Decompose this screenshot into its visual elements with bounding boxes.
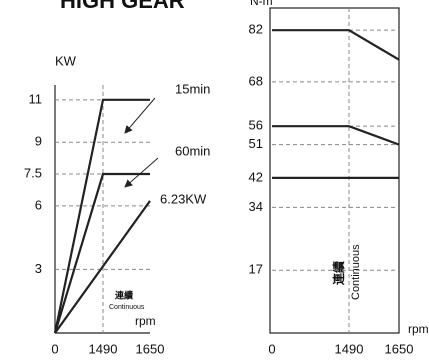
- x-tick-label: 0: [268, 341, 275, 356]
- line-series: [272, 125, 400, 146]
- x-tick-label: 1490: [89, 341, 118, 356]
- series-label: 15min: [175, 81, 210, 96]
- x-tick-label: 1650: [136, 341, 165, 356]
- y-tick-label: 6: [35, 197, 42, 212]
- y-tick-label: 11: [29, 91, 43, 106]
- x-tick-label: 1490: [335, 341, 364, 356]
- annotation: 連續: [115, 289, 133, 300]
- arrow: [124, 157, 159, 188]
- annotation-sub: Continuous: [350, 244, 362, 300]
- annotation: 連續: [331, 261, 346, 285]
- x-tick-label: 0: [51, 341, 58, 356]
- y-tick-label: 68: [249, 73, 263, 88]
- y-tick-label: 82: [249, 22, 263, 37]
- series-label: 60min: [175, 143, 210, 158]
- y-tick-label: 42: [249, 169, 263, 184]
- y-tick-label: 34: [249, 199, 263, 214]
- x-axis-label: rpm: [135, 314, 156, 328]
- line-series: [54, 200, 151, 334]
- plot-frame: [269, 7, 400, 334]
- y-axis-label: N-m: [250, 0, 273, 8]
- y-tick-label: 9: [35, 134, 42, 149]
- line-series: [272, 29, 400, 61]
- line-series: [53, 172, 150, 334]
- arrow: [124, 97, 156, 134]
- y-axis-label: KW: [55, 53, 77, 68]
- x-tick-label: 1650: [385, 341, 414, 356]
- y-tick-label: 51: [249, 136, 263, 151]
- y-tick-label: 17: [249, 262, 263, 277]
- y-tick-label: 7.5: [24, 165, 42, 180]
- chart-title: HIGH GEAR: [60, 0, 185, 13]
- y-tick-label: 3: [35, 261, 42, 276]
- y-tick-label: 56: [249, 118, 263, 133]
- series-label: 6.23KW: [160, 191, 207, 206]
- x-axis-label: rpm: [408, 322, 429, 336]
- annotation-sub: Continuous: [109, 304, 145, 311]
- line-series: [53, 98, 150, 334]
